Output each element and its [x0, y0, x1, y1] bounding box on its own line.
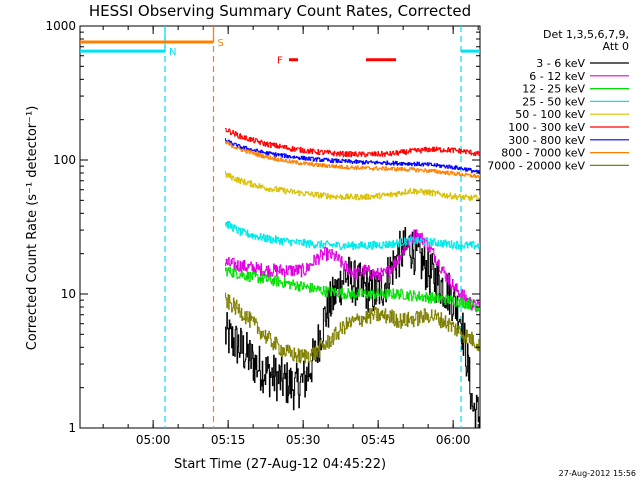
- state-bar-label-N: N: [169, 47, 176, 58]
- legend-label-2: 12 - 25 keV: [522, 83, 585, 96]
- plot-frame: [79, 25, 481, 429]
- legend-label-3: 25 - 50 keV: [522, 95, 585, 108]
- x-tick-label-1: 05:15: [211, 433, 246, 447]
- plot-area: N S F 05:00 05:15 05:30 05:45 06:00 1 10 100 1000: [45, 19, 481, 447]
- legend-label-0: 3 - 6 keV: [536, 57, 585, 70]
- legend-label-4: 50 - 100 keV: [515, 108, 585, 121]
- data-series: [225, 128, 480, 428]
- legend-label-8: 7000 - 20000 keV: [487, 159, 585, 172]
- x-tick-label-2: 05:30: [286, 433, 321, 447]
- legend-label-7: 800 - 7000 keV: [501, 147, 585, 160]
- x-tick-label-4: 06:00: [436, 433, 471, 447]
- y-tick-label-0: 1: [68, 421, 76, 435]
- series-line-300-800keV: [225, 138, 480, 174]
- legend-label-1: 6 - 12 keV: [529, 70, 585, 83]
- axes: 05:00 05:15 05:30 05:45 06:00 1 10 100 1000: [45, 19, 480, 447]
- series-line-6-12keV: [225, 229, 480, 313]
- series-line-7000-20000keV: [225, 292, 480, 364]
- x-tick-label-3: 05:45: [361, 433, 396, 447]
- y-tick-label-3: 1000: [45, 19, 76, 33]
- series-line-3-6keV: [225, 227, 480, 428]
- y-axis-label: Corrected Count Rate (s⁻¹ detector⁻¹): [25, 106, 40, 351]
- legend-header-attenuator: Att 0: [603, 40, 629, 53]
- legend-header-detectors: Det 1,3,5,6,7,9,: [543, 28, 629, 41]
- series-line-800-7000keV: [225, 141, 480, 179]
- chart-title: HESSI Observing Summary Count Rates, Cor…: [89, 2, 471, 20]
- series-line-50-100keV: [225, 171, 480, 202]
- y-tick-label-1: 10: [61, 287, 76, 301]
- series-line-25-50keV: [225, 221, 480, 250]
- state-bar-label-S: S: [218, 38, 224, 49]
- legend-label-5: 100 - 300 keV: [508, 121, 585, 134]
- series-line-100-300keV: [225, 128, 480, 158]
- series-line-12-25keV: [225, 266, 480, 312]
- y-tick-label-2: 100: [53, 153, 76, 167]
- legend-label-6: 300 - 800 keV: [508, 134, 585, 147]
- x-tick-label-0: 05:00: [136, 433, 171, 447]
- state-bar-label-F: F: [277, 56, 283, 67]
- timestamp: 27-Aug-2012 15:56: [559, 469, 636, 478]
- plot-frame-box: [79, 25, 481, 429]
- x-axis-label: Start Time (27-Aug-12 04:45:22): [174, 457, 386, 472]
- state-markers: N S F: [80, 26, 480, 428]
